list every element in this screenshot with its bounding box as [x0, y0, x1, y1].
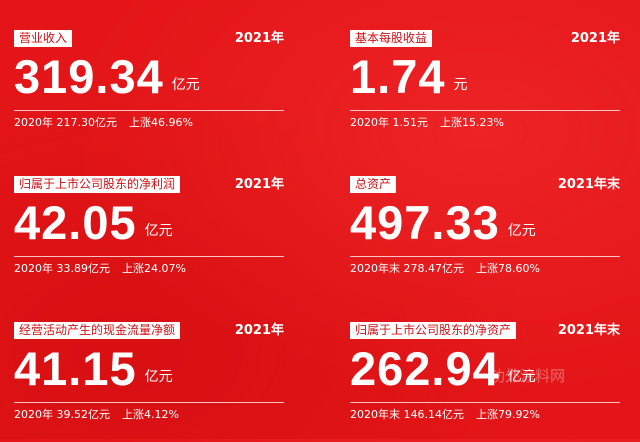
divider [14, 256, 284, 257]
stat-change: 上涨79.92% [475, 408, 540, 421]
stat-prev: 2020年 1.51元 [350, 116, 428, 129]
stat-value: 262.94 [350, 342, 500, 395]
stat-compare: 2020年末 146.14亿元 上涨79.92% [350, 407, 540, 422]
stat-compare: 2020年 1.51元 上涨15.23% [350, 115, 504, 130]
stat-value: 41.15 [14, 342, 137, 395]
stat-value-row: 497.33 亿元 [350, 194, 536, 252]
divider [350, 110, 620, 111]
divider [350, 256, 620, 257]
stat-change: 上涨24.07% [121, 262, 186, 275]
divider [350, 402, 620, 403]
stat-label: 营业收入 [14, 30, 73, 47]
stat-label: 归属于上市公司股东的净资产 [350, 322, 517, 339]
stat-card-net-assets: 归属于上市公司股东的净资产 2021年末 262.94 亿元 2020年末 146… [350, 322, 620, 442]
stat-value: 497.33 [350, 196, 500, 249]
stat-prev: 2020年 39.52亿元 [14, 408, 110, 421]
stat-change: 上涨4.12% [121, 408, 179, 421]
stat-prev: 2020年末 278.47亿元 [350, 262, 464, 275]
stat-label: 经营活动产生的现金流量净额 [14, 322, 181, 339]
stat-unit: 亿元 [144, 223, 173, 239]
stat-label: 基本每股收益 [350, 30, 433, 47]
stat-card-total-assets: 总资产 2021年末 497.33 亿元 2020年末 278.47亿元 上涨78.… [350, 176, 620, 296]
stat-label: 总资产 [350, 176, 397, 193]
stat-value-row: 1.74 元 [350, 48, 467, 106]
stat-card-eps: 基本每股收益 2021年 1.74 元 2020年 1.51元 上涨15.23% [350, 30, 620, 150]
stat-change: 上涨46.96% [128, 116, 193, 129]
stat-year: 2021年 [234, 31, 284, 46]
stat-compare: 2020年 39.52亿元 上涨4.12% [14, 407, 179, 422]
stat-value-row: 41.15 亿元 [14, 340, 173, 398]
stat-unit: 亿元 [144, 369, 173, 385]
stat-value: 1.74 [350, 50, 446, 103]
stat-prev: 2020年 217.30亿元 [14, 116, 117, 129]
stat-prev: 2020年末 146.14亿元 [350, 408, 464, 421]
stat-compare: 2020年末 278.47亿元 上涨78.60% [350, 261, 540, 276]
stat-unit: 亿元 [507, 369, 536, 385]
stat-year: 2021年 [234, 323, 284, 338]
stat-year: 2021年末 [557, 323, 620, 338]
divider [14, 110, 284, 111]
stat-unit: 亿元 [507, 223, 536, 239]
stat-value: 319.34 [14, 50, 164, 103]
stat-value-row: 262.94 亿元 [350, 340, 536, 398]
stat-unit: 元 [453, 77, 468, 93]
stat-compare: 2020年 33.89亿元 上涨24.07% [14, 261, 186, 276]
divider [14, 402, 284, 403]
stat-prev: 2020年 33.89亿元 [14, 262, 110, 275]
stat-value: 42.05 [14, 196, 137, 249]
stat-year: 2021年 [570, 31, 620, 46]
stat-value-row: 319.34 亿元 [14, 48, 200, 106]
stat-value-row: 42.05 亿元 [14, 194, 173, 252]
stat-card-revenue: 营业收入 2021年 319.34 亿元 2020年 217.30亿元 上涨46.9… [14, 30, 284, 150]
watermark: 功外涂料网 [490, 367, 566, 385]
stat-year: 2021年 [234, 177, 284, 192]
stat-change: 上涨15.23% [439, 116, 504, 129]
stat-year: 2021年末 [557, 177, 620, 192]
stat-card-operating-cash-flow: 经营活动产生的现金流量净额 2021年 41.15 亿元 2020年 39.52亿… [14, 322, 284, 442]
stat-compare: 2020年 217.30亿元 上涨46.96% [14, 115, 193, 130]
stat-label: 归属于上市公司股东的净利润 [14, 176, 181, 193]
stat-card-net-profit: 归属于上市公司股东的净利润 2021年 42.05 亿元 2020年 33.89亿… [14, 176, 284, 296]
stat-change: 上涨78.60% [475, 262, 540, 275]
stat-unit: 亿元 [171, 77, 200, 93]
